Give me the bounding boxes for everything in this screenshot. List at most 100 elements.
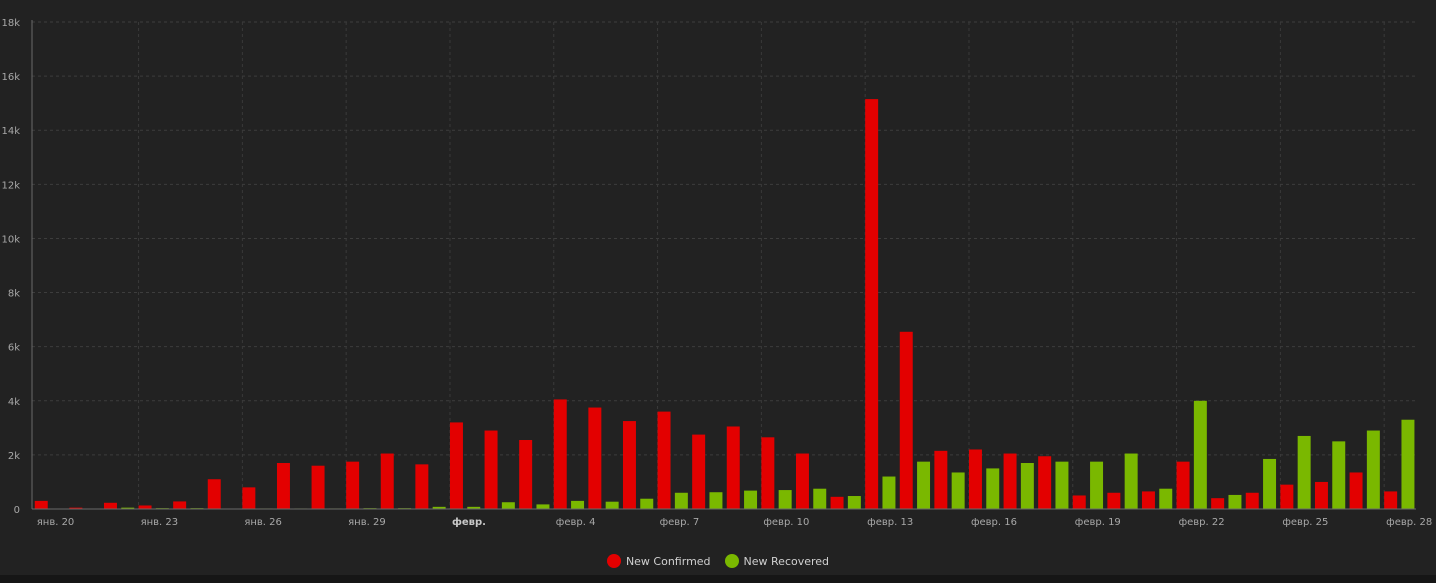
- bar-confirmed: [1280, 484, 1294, 509]
- bar-confirmed: [1176, 461, 1190, 509]
- bar-confirmed: [346, 461, 360, 509]
- legend-swatch-recovered: [724, 554, 739, 568]
- bar-recovered: [432, 506, 446, 509]
- y-tick-label: 4k: [8, 397, 20, 408]
- bar-recovered: [1020, 463, 1034, 509]
- bar-confirmed: [173, 501, 187, 509]
- bar-confirmed: [968, 449, 982, 509]
- x-tick-label: февр.: [452, 516, 486, 528]
- bar-confirmed: [103, 502, 117, 509]
- bar-confirmed: [1349, 472, 1363, 509]
- y-tick-label: 12k: [1, 180, 20, 191]
- bar-confirmed: [553, 399, 567, 509]
- bar-recovered: [917, 461, 931, 509]
- bar-recovered: [1366, 430, 1380, 509]
- bar-confirmed: [1245, 492, 1259, 509]
- x-tick-label: янв. 20: [37, 517, 75, 528]
- legend-item-recovered[interactable]: New Recovered: [724, 554, 829, 568]
- x-tick-label: февр. 16: [971, 517, 1017, 528]
- bar-recovered: [1401, 419, 1415, 509]
- bar-recovered: [709, 492, 723, 509]
- x-tick-label: февр. 28: [1386, 517, 1432, 528]
- y-tick-label: 14k: [1, 126, 20, 137]
- bar-confirmed: [484, 430, 498, 509]
- bar-recovered: [847, 496, 861, 509]
- bar-recovered: [536, 504, 550, 509]
- bar-confirmed: [1141, 491, 1155, 509]
- x-tick-label: февр. 7: [660, 517, 700, 528]
- x-tick-label: февр. 22: [1179, 517, 1225, 528]
- bar-confirmed: [276, 463, 290, 509]
- y-tick-label: 18k: [1, 18, 20, 29]
- bar-confirmed: [761, 437, 775, 509]
- bar-recovered: [986, 468, 1000, 509]
- bar-recovered: [778, 490, 792, 509]
- bar-confirmed: [1211, 498, 1225, 509]
- bar-recovered: [1124, 453, 1138, 509]
- y-tick-label: 10k: [1, 234, 20, 245]
- bar-confirmed: [726, 426, 740, 509]
- bar-recovered: [1228, 494, 1242, 509]
- bar-recovered: [1055, 461, 1069, 509]
- bar-recovered: [605, 501, 619, 509]
- legend-swatch-confirmed: [606, 554, 621, 568]
- bar-confirmed: [69, 507, 83, 509]
- bar-confirmed: [692, 434, 706, 509]
- bar-confirmed: [830, 496, 844, 509]
- bar-confirmed: [207, 479, 221, 509]
- bar-recovered: [1090, 461, 1104, 509]
- bar-recovered: [1297, 435, 1311, 509]
- bar-confirmed: [380, 453, 394, 509]
- bar-confirmed: [588, 407, 602, 509]
- bottom-strip: [0, 575, 1436, 583]
- legend: New Confirmed New Recovered: [0, 551, 1436, 571]
- bar-recovered: [467, 506, 481, 509]
- bar-recovered: [640, 498, 654, 509]
- bar-recovered: [744, 490, 758, 509]
- bar-confirmed: [899, 331, 913, 509]
- bar-confirmed: [934, 450, 948, 509]
- x-tick-label: янв. 26: [244, 517, 282, 528]
- bar-recovered: [121, 507, 135, 509]
- bar-recovered: [1263, 458, 1277, 509]
- y-tick-label: 6k: [8, 343, 20, 354]
- bar-confirmed: [34, 500, 48, 509]
- bar-recovered: [674, 492, 688, 509]
- legend-item-confirmed[interactable]: New Confirmed: [606, 554, 711, 568]
- bar-confirmed: [1003, 453, 1017, 509]
- bar-recovered: [1193, 400, 1207, 509]
- bar-confirmed: [1072, 495, 1086, 509]
- bar-confirmed: [242, 487, 256, 509]
- y-tick-label: 8k: [8, 289, 20, 300]
- x-tick-label: янв. 29: [348, 517, 386, 528]
- x-tick-label: февр. 4: [556, 517, 596, 528]
- x-tick-label: февр. 19: [1075, 517, 1121, 528]
- bar-confirmed: [519, 440, 533, 509]
- bar-confirmed: [622, 421, 636, 509]
- bar-confirmed: [795, 453, 809, 509]
- bar-recovered: [571, 500, 585, 509]
- y-tick-label: 0: [14, 505, 20, 516]
- bar-recovered: [813, 488, 827, 509]
- bar-recovered: [1159, 488, 1173, 509]
- bar-recovered: [1332, 441, 1346, 509]
- bar-confirmed: [1038, 456, 1052, 509]
- bar-confirmed: [657, 411, 671, 509]
- bar-confirmed: [1107, 492, 1121, 509]
- bar-confirmed: [449, 422, 463, 509]
- bar-confirmed: [311, 465, 325, 509]
- bar-recovered: [501, 502, 515, 509]
- x-tick-label: февр. 25: [1282, 517, 1328, 528]
- bar-recovered: [951, 472, 965, 509]
- y-tick-label: 2k: [8, 451, 20, 462]
- bar-confirmed: [415, 464, 429, 509]
- bar-confirmed: [1384, 491, 1398, 509]
- x-tick-label: февр. 13: [867, 517, 913, 528]
- x-tick-label: янв. 23: [141, 517, 179, 528]
- bar-confirmed: [1314, 481, 1328, 509]
- x-tick-label: февр. 10: [763, 517, 809, 528]
- bar-confirmed: [865, 99, 879, 509]
- bar-recovered: [882, 476, 896, 509]
